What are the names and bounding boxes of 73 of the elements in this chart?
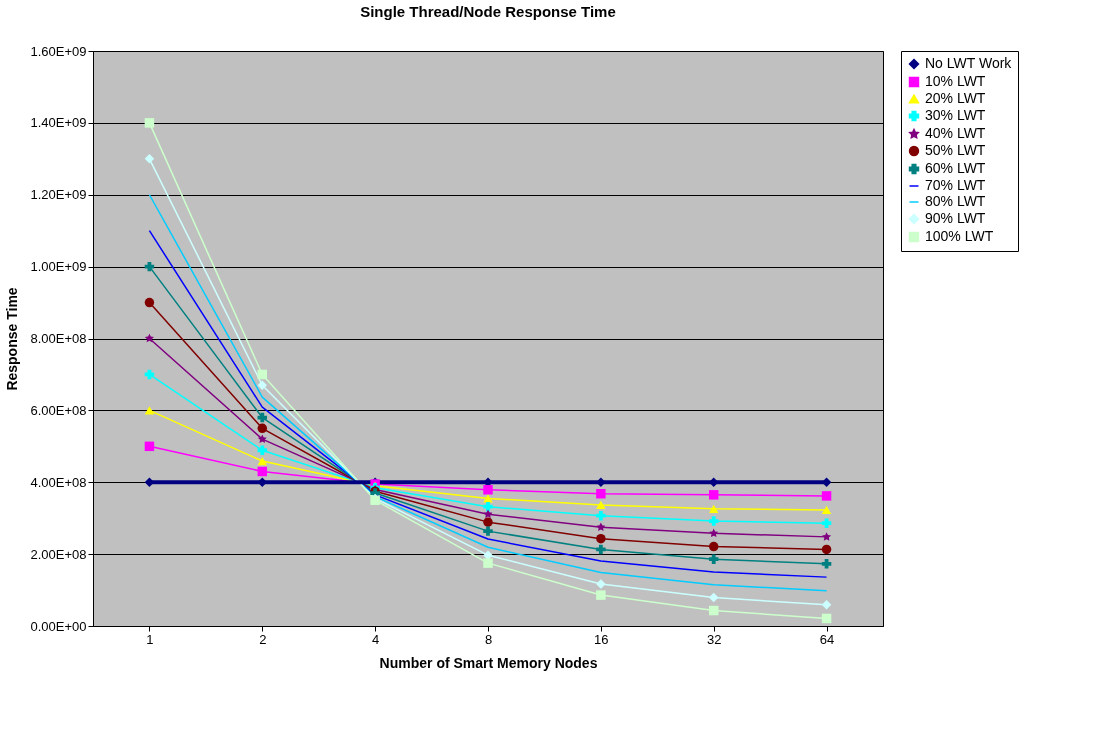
point xyxy=(822,532,832,541)
point xyxy=(144,406,155,415)
legend-label: 100% LWT xyxy=(925,228,994,244)
y-tick-label: 8.00E+08 xyxy=(30,331,87,346)
point xyxy=(257,369,268,380)
legend-label: 80% LWT xyxy=(925,193,986,209)
point xyxy=(708,592,719,603)
chart-title: Single Thread/Node Response Time xyxy=(360,3,616,20)
legend-label: 50% LWT xyxy=(925,142,986,158)
point xyxy=(144,333,154,343)
point xyxy=(144,441,155,452)
point xyxy=(709,528,719,538)
x-tick-label: 64 xyxy=(819,631,835,647)
point xyxy=(257,445,268,456)
point xyxy=(821,559,832,569)
point xyxy=(483,517,493,527)
point xyxy=(257,466,268,477)
point xyxy=(596,522,606,532)
legend-label: 10% LWT xyxy=(925,73,986,89)
point xyxy=(596,510,606,521)
y-tick-label: 4.00E+08 xyxy=(30,474,87,490)
point xyxy=(821,518,832,528)
point xyxy=(483,494,493,503)
point xyxy=(821,491,832,501)
point xyxy=(483,558,493,568)
point xyxy=(144,154,155,164)
y-tick-label: 2.00E+08 xyxy=(30,546,87,562)
legend-label: 90% LWT xyxy=(925,210,986,226)
point xyxy=(483,501,493,512)
point xyxy=(708,554,719,564)
y-axis-title: Response Time xyxy=(4,287,21,391)
point xyxy=(257,423,268,434)
point xyxy=(596,590,606,600)
legend-label: No LWT Work xyxy=(925,55,1013,71)
x-tick-label: 1 xyxy=(146,631,154,647)
point xyxy=(596,500,606,509)
legend-label: 20% LWT xyxy=(925,90,986,106)
point xyxy=(483,485,493,495)
point xyxy=(821,544,832,555)
y-tick-label: 1.60E+09 xyxy=(30,43,87,59)
point xyxy=(257,456,268,466)
y-tick-label: 6.00E+08 xyxy=(30,402,87,418)
point xyxy=(708,490,719,500)
point xyxy=(708,541,719,552)
x-tick-label: 16 xyxy=(594,631,609,647)
point xyxy=(144,297,155,308)
point xyxy=(257,434,267,443)
point xyxy=(257,380,268,390)
point xyxy=(821,505,832,515)
point xyxy=(708,504,719,513)
point xyxy=(708,605,719,616)
y-tick-label: 1.20E+09 xyxy=(30,187,87,203)
x-tick-label: 32 xyxy=(706,631,722,647)
x-tick-label: 4 xyxy=(372,631,380,647)
legend-label: 70% LWT xyxy=(925,177,986,193)
point xyxy=(483,509,493,519)
point xyxy=(596,489,606,499)
point xyxy=(144,118,155,128)
point xyxy=(483,526,493,536)
point xyxy=(596,544,606,555)
point xyxy=(821,600,832,610)
legend-label: 30% LWT xyxy=(925,107,986,123)
point xyxy=(708,516,719,526)
legend-label: 60% LWT xyxy=(925,160,986,176)
y-tick-label: 1.40E+09 xyxy=(30,115,87,131)
y-tick-label: 0.00E+00 xyxy=(30,618,87,634)
x-axis-title: Number of Smart Memory Nodes xyxy=(379,654,598,671)
point xyxy=(596,533,606,544)
point xyxy=(821,613,832,624)
y-tick-label: 1.00E+09 xyxy=(30,259,87,275)
x-tick-label: 2 xyxy=(259,631,267,647)
x-tick-label: 8 xyxy=(484,631,493,647)
legend-label: 40% LWT xyxy=(925,125,986,141)
